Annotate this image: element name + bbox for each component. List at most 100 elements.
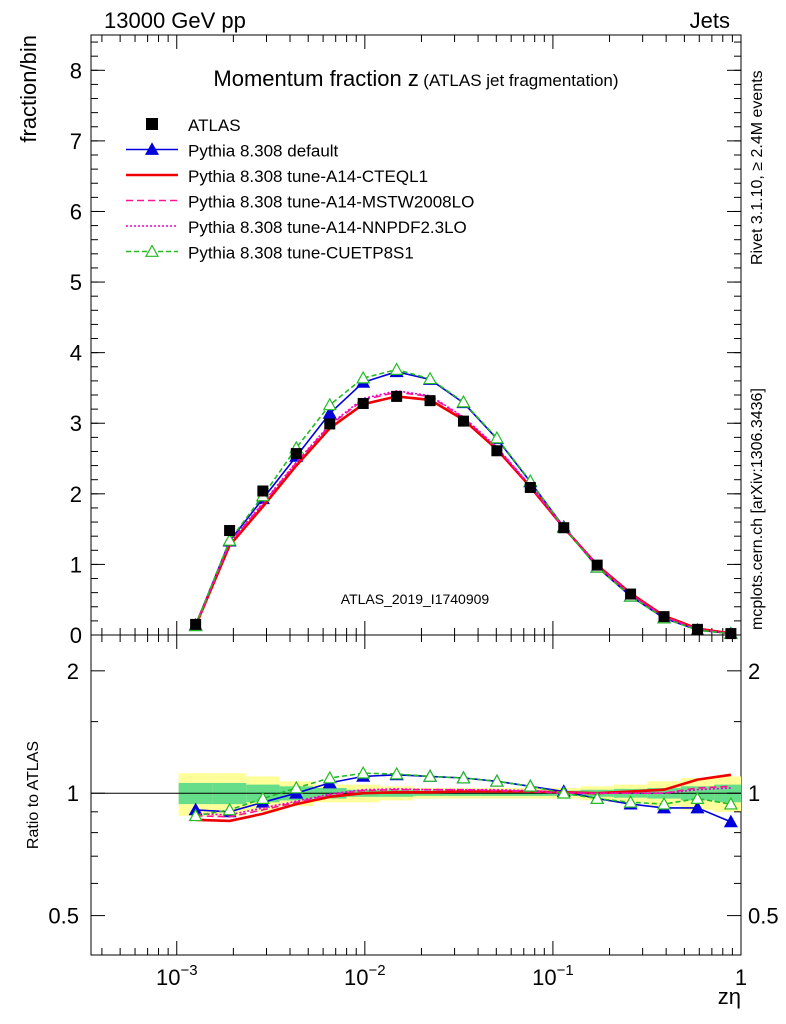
ratio-pythia-8-308-tune-cuetp8s1-marker [723, 796, 738, 810]
y-tick-label: 2 [70, 482, 82, 507]
atlas-data-point [357, 397, 369, 409]
ratio-pythia-8-308-tune-cuetp8s1-marker [590, 791, 605, 804]
y-tick-label: 6 [70, 199, 82, 224]
analysis-id: ATLAS_2019_I1740909 [341, 591, 490, 607]
legend-label: ATLAS [188, 116, 241, 135]
atlas-data-point [558, 522, 570, 534]
x-tick-label-exp: −2 [369, 962, 386, 979]
x-tick-label: 10−3 [156, 962, 198, 990]
legend-marker [144, 244, 160, 257]
rivet-version-label: Rivet 3.1.10, ≥ 2.4M events [749, 70, 766, 265]
ratio-pythia-8-308-tune-cuetp8s1-marker [623, 795, 638, 808]
series-pythia-8-308-tune-cuetp8s1-marker [423, 371, 438, 385]
series-pythia-8-308-tune-cuetp8s1-marker [389, 362, 404, 375]
main-panel: 0 1 2 3 4 5 6 7 8 fraction/bin Momentum fraction… [16, 34, 742, 648]
chart-title-sub: (ATLAS jet fragmentation) [423, 71, 618, 90]
ratio-y-label: Ratio to ATLAS [25, 741, 42, 849]
main-y-axis: 0 1 2 3 4 5 6 7 8 [70, 41, 741, 648]
y-tick-label: 7 [70, 129, 82, 154]
y-tick-label: 3 [70, 411, 82, 436]
x-tick-label: 10−1 [532, 962, 574, 990]
ratio-y-tick-label: 1 [67, 781, 79, 806]
chart-title-main: Momentum fraction z [213, 66, 418, 91]
ratio-y-tick-label: 2 [67, 659, 79, 684]
x-tick-label-exp: −1 [557, 962, 574, 979]
atlas-data-point [658, 611, 670, 623]
legend-label: Pythia 8.308 tune-A14-CTEQL1 [188, 167, 428, 186]
atlas-data-point [524, 481, 536, 493]
atlas-data-point [190, 618, 202, 630]
ratio-panel: 0.5 0.51 12 2 10−3 10−2 10−1 1 Ratio to ATLAS … [25, 634, 779, 1009]
atlas-data-point [725, 628, 737, 640]
main-x-ticks [101, 35, 742, 635]
ratio-pythia-8-308-tune-cuetp8s1-marker [255, 791, 270, 804]
atlas-data-point [224, 525, 236, 537]
ratio-y-tick-label-right: 2 [748, 659, 760, 684]
ratio-y-tick-label: 0.5 [48, 904, 79, 929]
series-pythia-8-308-tune-cuetp8s1-marker [489, 430, 504, 444]
series-pythia-8-308-tune-a14-nnpdf2-3lo-line [194, 389, 731, 635]
energy-label: 13000 GeV pp [104, 8, 246, 33]
series-pythia-8-308-tune-cuetp8s1-line [194, 368, 731, 635]
atlas-data-point [691, 623, 703, 635]
ratio-pythia-8-308-tune-cuetp8s1-marker [690, 791, 705, 804]
ratio-pythia-8-308-tune-cuetp8s1-marker [222, 802, 237, 816]
ratio-pythia-8-308-default-marker [723, 814, 738, 828]
series-pythia-8-308-tune-cuetp8s1-marker [456, 394, 471, 408]
ratio-y-tick-label-right: 1 [748, 781, 760, 806]
main-series-layer [188, 362, 738, 640]
mcplots-label: mcplots.cern.ch [arXiv:1306.3436] [749, 388, 766, 630]
atlas-data-point [424, 395, 436, 407]
atlas-data-point [324, 418, 336, 430]
legend-label: Pythia 8.308 default [188, 142, 339, 161]
legend-marker-atlas [146, 118, 158, 130]
atlas-data-point [457, 415, 469, 427]
legend-label: Pythia 8.308 tune-A14-MSTW2008LO [188, 193, 474, 212]
atlas-data-point [290, 448, 302, 460]
ratio-series-layer [188, 765, 738, 828]
ratio-pythia-8-308-default-marker [690, 800, 705, 814]
x-tick-label-base: 10 [532, 965, 556, 990]
series-pythia-8-308-tune-cuetp8s1-marker [222, 533, 237, 546]
ratio-pythia-8-308-tune-cuetp8s1-marker [556, 785, 571, 799]
ratio-pythia-8-308-tune-cuetp8s1-marker [356, 765, 371, 779]
main-y-label: fraction/bin [16, 35, 41, 143]
x-tick-label-exp: −3 [180, 962, 197, 979]
atlas-data-point [391, 390, 403, 402]
ratio-pythia-8-308-tune-a14-nnpdf2-3lo-line [195, 787, 731, 816]
ratio-pythia-8-308-tune-cuetp8s1-marker [188, 808, 203, 822]
legend-label: Pythia 8.308 tune-CUETP8S1 [188, 244, 414, 263]
ratio-pythia-8-308-tune-cuetp8s1-marker [456, 770, 471, 784]
ratio-pythia-8-308-tune-cuetp8s1-marker [523, 779, 538, 792]
series-pythia-8-308-default-marker [322, 406, 337, 419]
chart-title: Momentum fraction z (ATLAS jet fragmenta… [213, 66, 618, 91]
ratio-pythia-8-308-tune-cuetp8s1-marker [489, 774, 504, 787]
legend: ATLAS Pythia 8.308 default Pythia 8.308 tu… [126, 116, 474, 263]
ratio-pythia-8-308-tune-cuetp8s1-marker [423, 769, 438, 782]
x-tick-label-base: 10 [156, 965, 180, 990]
x-tick-label-base: 1 [735, 965, 747, 990]
atlas-data-point [591, 559, 603, 571]
ratio-pythia-8-308-tune-cuetp8s1-marker [657, 796, 672, 810]
x-axis-label: zη [718, 984, 741, 1009]
ratio-pythia-8-308-tune-cuetp8s1-marker [322, 770, 337, 784]
ratio-y-axis: 0.5 0.5 1 1 2 2 [48, 659, 778, 929]
x-tick-label: 10−2 [344, 962, 386, 990]
legend-marker [144, 142, 160, 155]
y-tick-label: 4 [70, 341, 82, 366]
y-tick-label: 1 [70, 552, 82, 577]
ratio-x-axis: 10−3 10−2 10−1 1 [101, 635, 747, 990]
x-tick-label-base: 10 [344, 965, 368, 990]
x-tick-label: 1 [735, 965, 747, 990]
atlas-data-point [491, 445, 503, 457]
ratio-y-tick-label-right: 0.5 [748, 904, 779, 929]
series-pythia-8-308-tune-cuetp8s1-marker [322, 397, 337, 411]
atlas-data-point [625, 588, 637, 600]
ratio-pythia-8-308-tune-a14-cteql1-line [195, 773, 732, 823]
process-label: Jets [690, 8, 730, 33]
legend-label: Pythia 8.308 tune-A14-NNPDF2.3LO [188, 218, 467, 237]
y-tick-label: 5 [70, 270, 82, 295]
y-tick-label: 0 [70, 623, 82, 648]
series-pythia-8-308-tune-cuetp8s1-marker [356, 370, 371, 384]
